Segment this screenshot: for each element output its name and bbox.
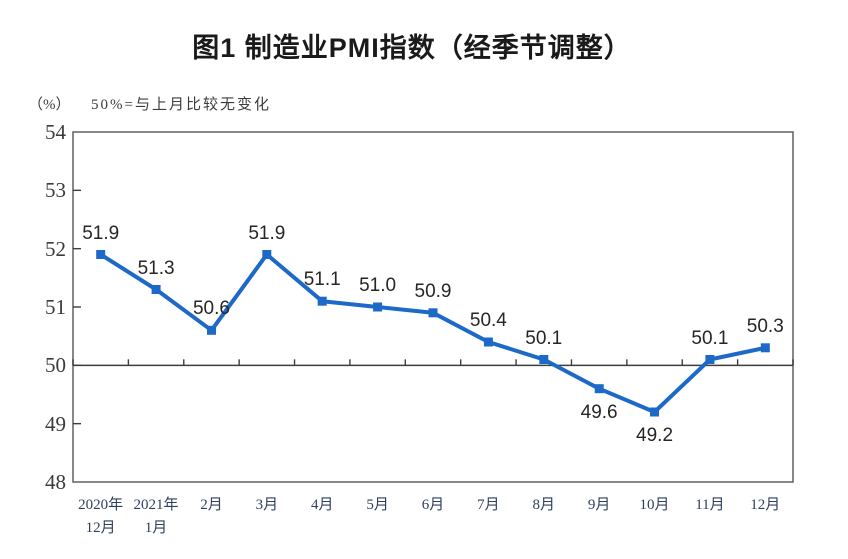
data-point-label: 50.1	[525, 327, 563, 349]
y-axis-tick-label: 54	[45, 120, 66, 144]
x-axis-tick-label: 9月	[587, 497, 611, 513]
data-point-marker	[262, 250, 272, 259]
data-point-marker	[151, 285, 161, 294]
data-point-marker	[539, 355, 549, 364]
x-axis-tick-label: 3月	[255, 497, 279, 513]
y-axis-tick-label: 53	[45, 178, 66, 203]
data-point-marker	[483, 337, 493, 347]
y-axis-unit-label: （%）	[28, 97, 71, 113]
data-point-marker	[428, 308, 438, 318]
data-point-label: 51.1	[303, 269, 341, 291]
x-axis-tick-label: 2020年 12月	[78, 497, 124, 536]
reference-line-note: 50%=与上月比较无变化	[91, 97, 271, 113]
x-axis-tick-label: 5月	[366, 497, 389, 513]
data-point-label: 51.0	[359, 275, 397, 296]
x-axis-tick-label: 8月	[532, 497, 556, 513]
data-point-label: 51.9	[82, 222, 120, 244]
data-point-label: 49.6	[580, 401, 618, 423]
x-axis-tick-label: 4月	[310, 497, 334, 513]
data-point-label: 50.3	[746, 315, 784, 337]
x-axis-tick-label: 12月	[750, 497, 781, 513]
pmi-line	[98, 252, 768, 414]
y-axis-tick-label: 52	[45, 236, 66, 261]
data-point-marker	[373, 302, 383, 312]
data-point-label: 51.9	[248, 222, 286, 244]
data-point-marker	[650, 407, 659, 417]
data-point-label: 50.4	[469, 310, 507, 331]
data-point-marker	[96, 250, 106, 259]
x-axis-tick-label: 6月	[421, 497, 445, 513]
y-axis-tick-label: 50	[45, 353, 66, 378]
x-axis-tick-label: 10月	[639, 497, 670, 513]
data-point-marker	[207, 325, 216, 335]
data-point-marker	[317, 296, 327, 306]
y-axis-tick-label: 49	[45, 411, 66, 436]
x-axis-tick-label: 7月	[477, 497, 500, 513]
data-point-marker	[760, 343, 770, 353]
y-axis-tick-label: 51	[45, 295, 66, 319]
data-point-label: 50.9	[414, 280, 452, 302]
x-axis-tick-label: 2021年 1月	[133, 497, 179, 536]
data-point-label: 50.6	[192, 298, 230, 320]
data-point-marker	[705, 355, 715, 364]
x-axis-tick-label: 2月	[200, 497, 223, 513]
chart-title: 图1 制造业PMI指数（经季节调整）	[192, 33, 632, 63]
y-axis-tick-label: 48	[45, 470, 66, 494]
data-point-label: 51.3	[137, 257, 175, 279]
data-point-label: 50.1	[691, 327, 729, 349]
x-axis-tick-label: 11月	[695, 497, 725, 513]
data-point-marker	[594, 384, 604, 394]
data-point-label: 49.2	[636, 425, 674, 446]
